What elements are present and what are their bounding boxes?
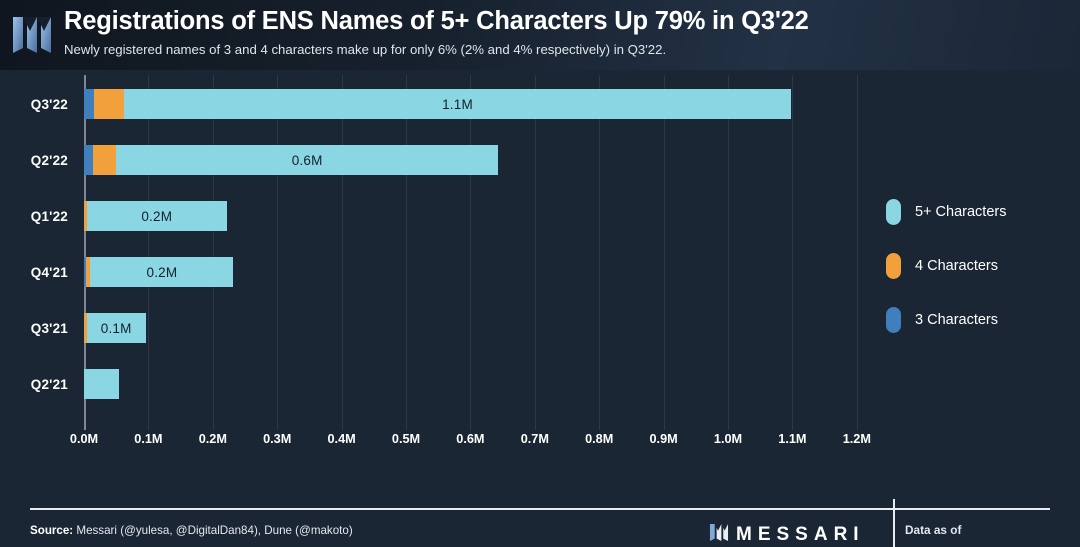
- x-axis-tick-0.0M: 0.0M: [69, 432, 99, 446]
- chart-footer: Source: Messari (@yulesa, @DigitalDan84)…: [0, 465, 1080, 547]
- messari-logo-icon: [709, 523, 729, 547]
- bar-segment-5Characters[interactable]: [84, 369, 119, 399]
- bar-segment-5Characters[interactable]: 1.1M: [123, 89, 792, 119]
- x-axis-tick-0.5M: 0.5M: [391, 432, 421, 446]
- bar-segment-5Characters[interactable]: 0.2M: [86, 201, 227, 231]
- gridline-1.1M: [792, 75, 794, 430]
- bar-segment-3Characters[interactable]: [84, 89, 95, 119]
- bar-row-Q221[interactable]: [84, 369, 119, 399]
- footer-divider-horizontal: [30, 508, 1050, 510]
- bar-segment-4Characters[interactable]: [94, 89, 124, 119]
- bar-row-Q321[interactable]: 0.1M: [84, 313, 146, 343]
- bar-segment-4Characters[interactable]: [84, 201, 87, 231]
- data-as-of-label: Data as of: [905, 523, 962, 537]
- gridline-0.1M: [148, 75, 150, 430]
- bar-value-label: 1.1M: [442, 96, 473, 112]
- bar-segment-4Characters[interactable]: [85, 257, 91, 287]
- footer-source-prefix: Source:: [30, 524, 74, 537]
- chart-plot-area: Q3'22 Q2'22 Q1'22 Q4'21 Q3'21 Q2'21 1.1M 0.6M 0…: [0, 70, 1080, 465]
- x-axis-tick-0.9M: 0.9M: [649, 432, 678, 446]
- y-axis-tick-Q321: Q3'21: [30, 320, 68, 336]
- bar-segment-4Characters[interactable]: [93, 145, 117, 175]
- x-axis-tick-0.6M: 0.6M: [456, 432, 485, 446]
- x-axis-labels: 0.0M 0.1M 0.2M 0.3M 0.4M 0.5M 0.6M 0.7M 0.8M 0.9M…: [70, 432, 871, 458]
- x-axis-tick-0.1M: 0.1M: [134, 432, 163, 446]
- chart-bars: 1.1M 0.6M 0.2M 0.2M 0.1M: [84, 75, 856, 430]
- page-title: Registrations of ENS Names of 5+ Charact…: [64, 7, 809, 35]
- x-axis-tick-1.1M: 1.1M: [778, 432, 807, 446]
- legend-item-3Characters[interactable]: 3 Characters: [886, 293, 1076, 347]
- x-axis-tick-0.3M: 0.3M: [263, 432, 292, 446]
- header-text-block: Registrations of ENS Names of 5+ Charact…: [64, 0, 809, 59]
- page-subtitle: Newly registered names of 3 and 4 charac…: [64, 42, 667, 57]
- bar-value-label: 0.1M: [100, 320, 132, 336]
- y-axis-tick-Q421: Q4'21: [30, 264, 68, 280]
- bar-segment-5Characters[interactable]: 0.1M: [86, 313, 146, 343]
- footer-divider-vertical: [893, 499, 895, 547]
- y-axis-tick-Q122: Q1'22: [30, 208, 68, 224]
- bar-value-label: 0.2M: [146, 264, 178, 280]
- y-axis-tick-Q221: Q2'21: [30, 376, 68, 392]
- gridline-0.3M: [277, 75, 279, 430]
- legend-item-4Characters[interactable]: 4 Characters: [886, 239, 1076, 293]
- bar-segment-5Characters[interactable]: 0.6M: [116, 145, 499, 175]
- bar-segment-5Characters[interactable]: 0.2M: [90, 257, 234, 287]
- chart-gridlines: [84, 75, 858, 430]
- bar-segment-3Characters[interactable]: [84, 257, 86, 287]
- legend-label: 5+ Characters: [915, 204, 1007, 220]
- legend-label: 3 Characters: [915, 312, 999, 328]
- bar-row-Q421[interactable]: 0.2M: [84, 257, 234, 287]
- gridline-0.6M: [470, 75, 472, 430]
- footer-brand: MESSARI: [709, 523, 865, 547]
- gridline-0.5M: [406, 75, 407, 430]
- gridline-0.8M: [599, 75, 601, 430]
- bar-row-Q222[interactable]: 0.6M: [84, 145, 499, 175]
- x-axis-tick-1.2M: 1.2M: [842, 432, 871, 446]
- legend-swatch-icon: [886, 199, 901, 225]
- y-axis-tick-Q322: Q3'22: [30, 96, 68, 112]
- x-axis-tick-1.0M: 1.0M: [713, 432, 743, 446]
- x-axis-tick-0.4M: 0.4M: [327, 432, 356, 446]
- y-axis-tick-Q222: Q2'22: [30, 152, 68, 168]
- x-axis-tick-0.8M: 0.8M: [585, 432, 614, 446]
- gridline-0.0M: [84, 75, 86, 430]
- gridline-0.2M: [212, 75, 214, 430]
- legend-label: 4 Characters: [915, 258, 999, 274]
- gridline-0.9M: [663, 75, 665, 430]
- x-axis-tick-0.2M: 0.2M: [198, 432, 227, 446]
- gridline-0.7M: [534, 75, 536, 430]
- gridline-0.4M: [341, 75, 343, 430]
- legend-swatch-icon: [886, 253, 901, 279]
- messari-logo-icon: [0, 0, 64, 70]
- brand-wordmark: MESSARI: [736, 524, 865, 545]
- x-axis-tick-0.7M: 0.7M: [520, 432, 549, 446]
- y-axis-labels: Q3'22 Q2'22 Q1'22 Q4'21 Q3'21 Q2'21: [0, 75, 78, 430]
- chart-legend: 5+ Characters 4 Characters 3 Characters: [886, 185, 1076, 347]
- bar-row-Q322[interactable]: 1.1M: [84, 89, 792, 119]
- gridline-1.0M: [728, 75, 729, 430]
- legend-item-5Characters[interactable]: 5+ Characters: [886, 185, 1076, 239]
- chart-header: Registrations of ENS Names of 5+ Charact…: [0, 0, 1080, 70]
- bar-row-Q122[interactable]: 0.2M: [84, 201, 227, 231]
- legend-swatch-icon: [886, 307, 901, 333]
- footer-source-value: Messari (@yulesa, @DigitalDan84), Dune (…: [76, 524, 353, 537]
- bar-segment-3Characters[interactable]: [84, 145, 94, 175]
- gridline-1.2M: [856, 75, 858, 430]
- footer-source-text: Source: Messari (@yulesa, @DigitalDan84)…: [30, 524, 353, 537]
- plot-left-padding: [0, 70, 84, 465]
- bar-value-label: 0.6M: [291, 152, 323, 168]
- bar-value-label: 0.2M: [141, 208, 173, 224]
- bar-segment-4Characters[interactable]: [84, 313, 87, 343]
